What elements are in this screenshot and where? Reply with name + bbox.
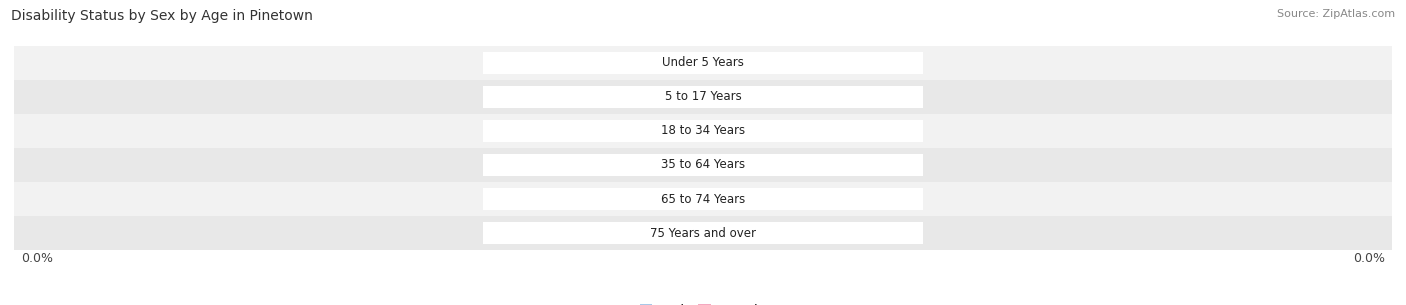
- FancyBboxPatch shape: [796, 154, 896, 175]
- Bar: [14, 182, 1392, 216]
- FancyBboxPatch shape: [606, 223, 800, 244]
- Text: Disability Status by Sex by Age in Pinetown: Disability Status by Sex by Age in Pinet…: [11, 9, 314, 23]
- FancyBboxPatch shape: [606, 154, 800, 175]
- Text: 0.0%: 0.0%: [21, 252, 53, 265]
- FancyBboxPatch shape: [510, 120, 610, 142]
- FancyBboxPatch shape: [606, 120, 800, 142]
- Text: 0.0%: 0.0%: [832, 160, 863, 170]
- Text: 0.0%: 0.0%: [832, 194, 863, 204]
- Legend: Male, Female: Male, Female: [636, 299, 770, 305]
- Text: 5 to 17 Years: 5 to 17 Years: [665, 90, 741, 103]
- FancyBboxPatch shape: [796, 120, 896, 142]
- Text: 0.0%: 0.0%: [543, 160, 574, 170]
- Bar: [482, 222, 804, 244]
- Bar: [14, 216, 1392, 250]
- Text: 0.0%: 0.0%: [543, 194, 574, 204]
- Text: 0.0%: 0.0%: [1353, 252, 1385, 265]
- FancyBboxPatch shape: [510, 223, 896, 244]
- FancyBboxPatch shape: [510, 154, 610, 175]
- FancyBboxPatch shape: [510, 154, 896, 175]
- FancyBboxPatch shape: [796, 86, 896, 107]
- FancyBboxPatch shape: [796, 223, 896, 244]
- Bar: [482, 120, 804, 142]
- Text: 35 to 64 Years: 35 to 64 Years: [661, 159, 745, 171]
- Bar: [606, 120, 924, 142]
- Text: 0.0%: 0.0%: [832, 58, 863, 68]
- Bar: [14, 46, 1392, 80]
- Text: 0.0%: 0.0%: [832, 228, 863, 238]
- Bar: [606, 86, 924, 108]
- Text: 0.0%: 0.0%: [832, 92, 863, 102]
- Bar: [482, 86, 804, 108]
- Text: 18 to 34 Years: 18 to 34 Years: [661, 124, 745, 137]
- FancyBboxPatch shape: [510, 120, 896, 142]
- Text: 0.0%: 0.0%: [543, 92, 574, 102]
- FancyBboxPatch shape: [606, 86, 800, 107]
- Bar: [14, 114, 1392, 148]
- Text: 0.0%: 0.0%: [543, 228, 574, 238]
- Text: 75 Years and over: 75 Years and over: [650, 227, 756, 239]
- Bar: [606, 222, 924, 244]
- Bar: [14, 80, 1392, 114]
- Bar: [606, 52, 924, 74]
- FancyBboxPatch shape: [510, 86, 896, 107]
- Bar: [482, 154, 804, 176]
- FancyBboxPatch shape: [510, 188, 610, 210]
- FancyBboxPatch shape: [510, 223, 610, 244]
- Bar: [482, 188, 804, 210]
- Text: 0.0%: 0.0%: [543, 58, 574, 68]
- FancyBboxPatch shape: [510, 52, 610, 73]
- Bar: [482, 52, 804, 74]
- FancyBboxPatch shape: [606, 188, 800, 210]
- Bar: [606, 154, 924, 176]
- FancyBboxPatch shape: [510, 52, 896, 73]
- Text: 65 to 74 Years: 65 to 74 Years: [661, 192, 745, 206]
- FancyBboxPatch shape: [510, 86, 610, 107]
- FancyBboxPatch shape: [796, 188, 896, 210]
- FancyBboxPatch shape: [606, 52, 800, 73]
- Text: 0.0%: 0.0%: [832, 126, 863, 136]
- Text: Source: ZipAtlas.com: Source: ZipAtlas.com: [1277, 9, 1395, 19]
- Bar: [606, 188, 924, 210]
- Text: 0.0%: 0.0%: [543, 126, 574, 136]
- FancyBboxPatch shape: [796, 52, 896, 73]
- Text: Under 5 Years: Under 5 Years: [662, 56, 744, 69]
- FancyBboxPatch shape: [510, 188, 896, 210]
- Bar: [14, 148, 1392, 182]
